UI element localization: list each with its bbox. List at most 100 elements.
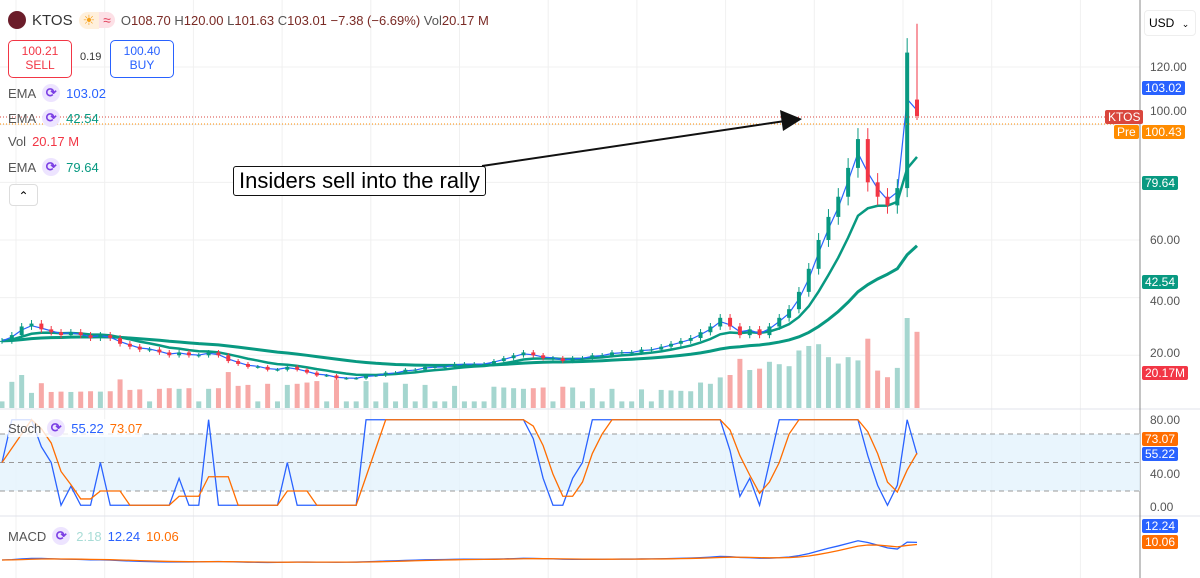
- refresh-icon[interactable]: ⟳: [52, 527, 71, 545]
- candle-body: [619, 352, 624, 354]
- symbol-name[interactable]: KTOS: [32, 11, 73, 29]
- volume-bar: [471, 401, 477, 408]
- legend-stoch[interactable]: Stoch ⟳ 55.22 73.07: [8, 419, 143, 437]
- candle-body: [826, 216, 831, 240]
- buy-button[interactable]: 100.40 BUY: [110, 40, 174, 78]
- volume-bar: [186, 388, 192, 408]
- volume-bar: [835, 363, 841, 408]
- volume-bar: [137, 389, 143, 408]
- high-label: H: [174, 12, 184, 28]
- stoch-tick: 0.00: [1150, 500, 1174, 514]
- volume-bar: [540, 387, 546, 408]
- volume-bar: [343, 401, 349, 408]
- candle-body: [698, 332, 703, 339]
- volume-bar: [825, 357, 831, 408]
- legend-value: 103.02: [66, 85, 106, 101]
- volume-bar: [265, 383, 271, 408]
- candle-body: [472, 363, 477, 365]
- candle-body: [610, 352, 614, 356]
- candle-body: [462, 363, 467, 365]
- volume-bar: [68, 391, 74, 408]
- annotation-callout[interactable]: Insiders sell into the rally: [233, 166, 486, 196]
- collapse-legend-button[interactable]: ⌃: [9, 184, 38, 206]
- stoch-d-value: 73.07: [109, 420, 143, 436]
- vol-value: 20.17 M: [441, 12, 489, 28]
- volume-bar: [461, 401, 467, 408]
- legend-volume[interactable]: Vol 20.17 M: [8, 134, 79, 149]
- candle-body: [305, 369, 309, 373]
- candle-body: [383, 372, 388, 376]
- volume-bar: [452, 385, 458, 408]
- candle-body: [167, 352, 172, 356]
- candle-body: [344, 378, 349, 380]
- signal-tag: 10.06: [1142, 535, 1179, 549]
- legend-ema-3[interactable]: EMA ⟳ 79.64: [8, 158, 99, 176]
- candle-body: [59, 332, 64, 336]
- sell-button[interactable]: 100.21 SELL: [8, 40, 72, 78]
- volume-bar: [501, 387, 507, 408]
- macd-tag: 12.24: [1142, 519, 1179, 533]
- candle-body: [905, 52, 910, 189]
- volume-bar: [412, 401, 418, 408]
- legend-value: 79.64: [66, 159, 99, 175]
- stoch-tick: 80.00: [1150, 413, 1181, 427]
- volume-bar: [324, 401, 330, 408]
- candle-body: [236, 361, 241, 364]
- legend-ema-2[interactable]: EMA ⟳ 42.54: [8, 109, 99, 127]
- currency-select[interactable]: USD ⌄: [1144, 10, 1196, 36]
- volume-bar: [698, 382, 704, 408]
- stoch-d-line: [1, 418, 918, 506]
- volume-bar: [530, 388, 536, 408]
- volume-bar: [707, 383, 713, 408]
- volume-bar: [855, 360, 861, 408]
- candle-body: [767, 326, 772, 336]
- candle-body: [541, 355, 546, 359]
- volume-bar: [19, 375, 25, 408]
- candle-body: [98, 335, 103, 339]
- candle-body: [885, 196, 890, 206]
- close-label: C: [277, 12, 288, 28]
- candle-body: [226, 355, 231, 362]
- refresh-icon[interactable]: ⟳: [42, 109, 61, 127]
- candle-body: [600, 355, 605, 357]
- volume-bar: [629, 401, 635, 408]
- stoch-tick: 40.00: [1150, 467, 1181, 481]
- candle-body: [403, 369, 408, 373]
- volume-bar: [432, 401, 438, 408]
- refresh-icon[interactable]: ⟳: [47, 419, 66, 437]
- volume-bar: [511, 388, 517, 408]
- volume-bar: [402, 383, 408, 408]
- legend-macd[interactable]: MACD ⟳ 2.18 12.24 10.06: [8, 527, 179, 545]
- volume-bar: [570, 387, 576, 408]
- candle-body: [334, 375, 339, 379]
- volume-bar: [442, 401, 448, 408]
- low-value: 101.63: [234, 12, 275, 28]
- legend-ema-1[interactable]: EMA ⟳ 103.02: [8, 84, 106, 102]
- refresh-icon[interactable]: ⟳: [42, 158, 61, 176]
- candle-body: [452, 363, 457, 367]
- candle-body: [708, 326, 713, 333]
- volume-bar: [658, 389, 664, 408]
- annotation-arrow: [481, 120, 786, 167]
- candle-body: [442, 366, 447, 368]
- volume-bar: [78, 391, 84, 408]
- buy-price: 100.40: [123, 44, 161, 58]
- symbol-price-tag: KTOS: [1105, 110, 1144, 124]
- volume-bar: [599, 401, 605, 408]
- legend-name: Stoch: [8, 420, 42, 436]
- candle-body: [777, 317, 782, 327]
- candle-body: [570, 358, 575, 362]
- ema-slow-line: [1, 244, 919, 367]
- low-label: L: [227, 12, 235, 28]
- candle-body: [639, 349, 644, 353]
- refresh-icon[interactable]: ⟳: [42, 84, 61, 102]
- logo-icon: [8, 11, 26, 29]
- candle-body: [19, 326, 24, 336]
- volume-bar: [363, 381, 369, 408]
- candle-body: [39, 323, 44, 330]
- legend-value: 20.17 M: [32, 134, 80, 149]
- candle-body: [137, 346, 142, 350]
- volume-bar: [9, 381, 15, 408]
- candle-body: [757, 329, 762, 336]
